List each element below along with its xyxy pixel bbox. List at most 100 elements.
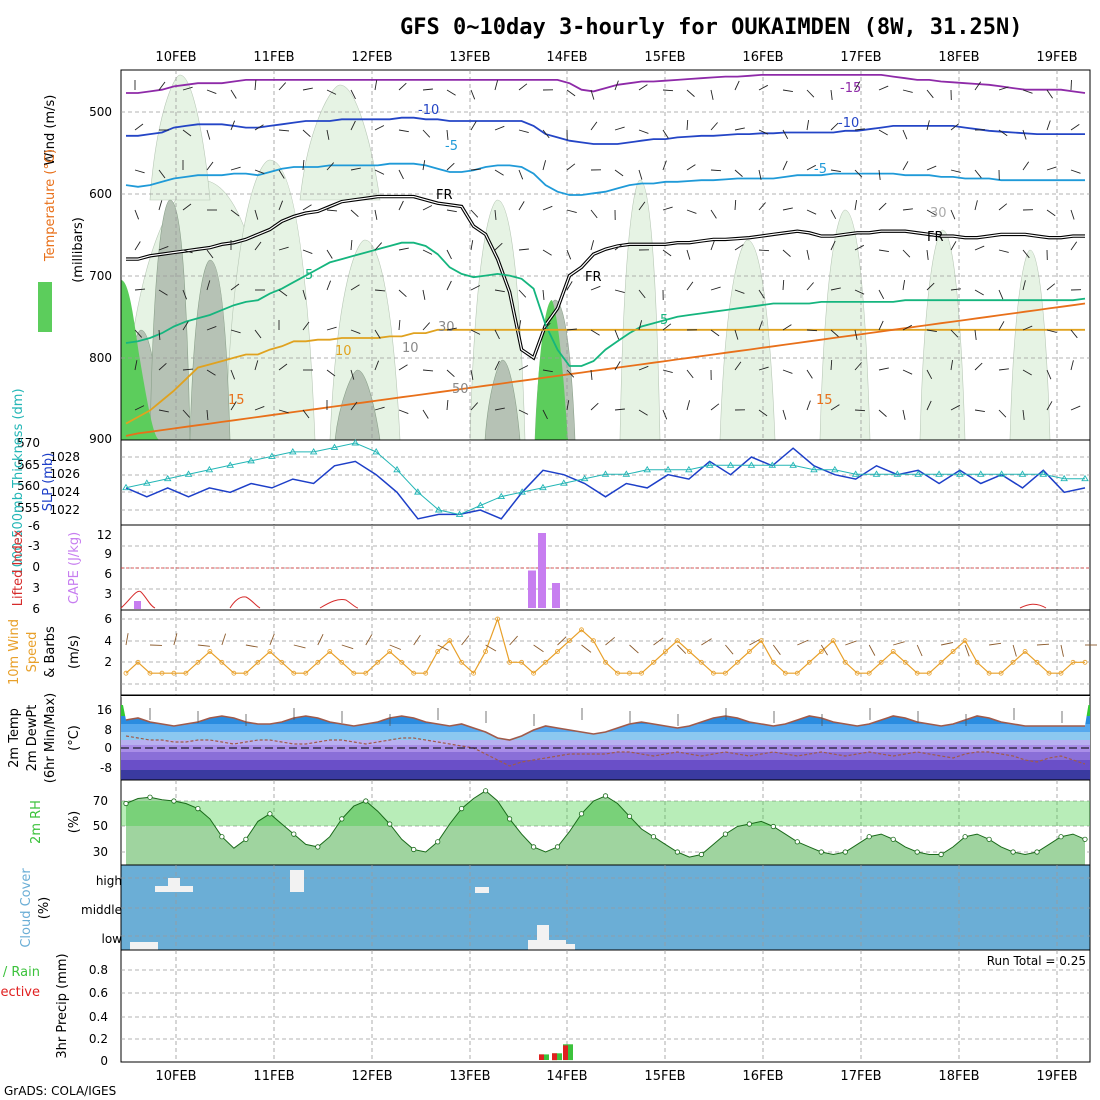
wind-barb xyxy=(158,81,166,91)
wind10-speed-point xyxy=(507,659,513,665)
wind-barb xyxy=(398,364,408,371)
wind-barb xyxy=(950,404,961,411)
wind10-barb xyxy=(413,634,421,646)
wind-barb xyxy=(302,409,310,419)
wind-barb xyxy=(1046,283,1056,291)
wind-barb xyxy=(926,249,929,260)
label-millibars: (millibars) xyxy=(71,217,86,283)
rh2m-point xyxy=(219,834,225,840)
cloud-bar xyxy=(130,942,158,950)
thickness-tick: 565 xyxy=(17,458,40,472)
wind-barb xyxy=(326,326,337,331)
wind-barb xyxy=(398,169,404,180)
wind10-speed-point xyxy=(639,670,644,676)
wind10-barb xyxy=(557,636,567,646)
wind10-speed-point xyxy=(1058,670,1064,676)
wind10-speed-point xyxy=(842,659,848,665)
wind-barb xyxy=(446,369,455,378)
dewpoint-line xyxy=(125,735,1086,767)
wind10-speed-point xyxy=(267,649,273,654)
wind-barb xyxy=(806,369,813,379)
wind10-barb xyxy=(629,644,639,654)
rh2m-point xyxy=(578,811,585,817)
bottom-date-label: 19FEB xyxy=(1036,1069,1077,1084)
wind-barb xyxy=(998,86,1009,91)
wind10-speed-point xyxy=(519,659,524,665)
wind-barb xyxy=(134,169,145,174)
wind10-speed-point xyxy=(291,670,297,676)
thickness-marker xyxy=(1039,470,1048,477)
wind-barb xyxy=(686,249,691,260)
rh2m-point xyxy=(315,844,321,850)
wind10-speed-point xyxy=(327,649,333,654)
rh2m-point xyxy=(123,800,129,807)
contour-label: -5 xyxy=(445,139,458,154)
wind-barb xyxy=(614,329,620,340)
bottom-date-label: 11FEB xyxy=(253,1069,294,1084)
wind-barb xyxy=(494,289,505,293)
wind-barb xyxy=(566,328,577,331)
top-date-label: 15FEB xyxy=(644,50,685,65)
rh2m-point xyxy=(195,805,201,812)
wind10-speed-point xyxy=(866,670,872,676)
wind-barb xyxy=(734,361,742,371)
rh2m-point xyxy=(626,813,633,819)
wind-barb xyxy=(278,409,289,414)
rh-shading xyxy=(919,229,966,441)
wind-barb xyxy=(614,361,621,371)
wind-barb xyxy=(734,127,745,131)
rh2m-point xyxy=(387,821,393,827)
wind-barb xyxy=(398,247,409,251)
rh2m-area xyxy=(126,790,1085,865)
wind10-speed-point xyxy=(147,670,153,676)
wind-barb xyxy=(470,168,481,171)
wind-barb xyxy=(398,200,404,211)
wind10-speed-point xyxy=(339,659,345,665)
wind-barb xyxy=(830,329,839,337)
temp2m-tick: 8 xyxy=(104,723,112,737)
cloud-bar xyxy=(155,886,193,892)
wind10-speed-point xyxy=(974,659,980,665)
wind-barb xyxy=(878,367,889,371)
wind-barb xyxy=(446,249,452,260)
label-minmax: (6hr Min/Max) xyxy=(43,693,58,783)
wind10-speed-point xyxy=(591,638,596,644)
wind-barb xyxy=(902,324,913,331)
wind-barb xyxy=(998,289,1004,300)
wind10-speed-point xyxy=(603,659,608,665)
wind-barb xyxy=(1022,409,1025,420)
label-wind10-unit: (m/s) xyxy=(67,635,82,669)
wind-barb xyxy=(662,206,673,211)
wind10-speed-point xyxy=(351,670,357,676)
wind-barb xyxy=(542,160,547,171)
wind10-barb xyxy=(485,644,497,652)
wind-barb xyxy=(806,209,817,215)
wind-barb xyxy=(638,169,643,180)
wind10-speed-point xyxy=(555,649,560,654)
wind-barb xyxy=(806,400,811,411)
wind-barb xyxy=(686,89,695,97)
thickness-marker xyxy=(997,470,1006,477)
label-temperature: Temperature (°C) xyxy=(43,149,58,262)
run-total-label: Run Total = 0.25 xyxy=(987,954,1086,968)
wind-barb xyxy=(974,362,983,371)
wind10-barb xyxy=(845,640,857,646)
wind-barb xyxy=(446,129,449,140)
bottom-date-label: 12FEB xyxy=(351,1069,392,1084)
cloud-level-label: low xyxy=(102,932,123,946)
wind-barb xyxy=(254,405,265,411)
wind-barb xyxy=(614,243,624,251)
rh-legend-swatch xyxy=(38,282,52,332)
wind-barb xyxy=(206,249,214,259)
wind10-speed-point xyxy=(735,659,740,665)
temp-contour-15 xyxy=(125,302,1086,437)
precip-conv-bar xyxy=(539,1054,544,1060)
wind-barb xyxy=(566,89,576,97)
wind-barb xyxy=(974,289,984,296)
wind-barb xyxy=(446,89,456,96)
wind-barb xyxy=(830,209,837,220)
top-date-label: 11FEB xyxy=(253,50,294,65)
rh2m-point xyxy=(602,793,609,799)
contour-label: -15 xyxy=(840,81,861,96)
wind-barb xyxy=(566,209,577,214)
